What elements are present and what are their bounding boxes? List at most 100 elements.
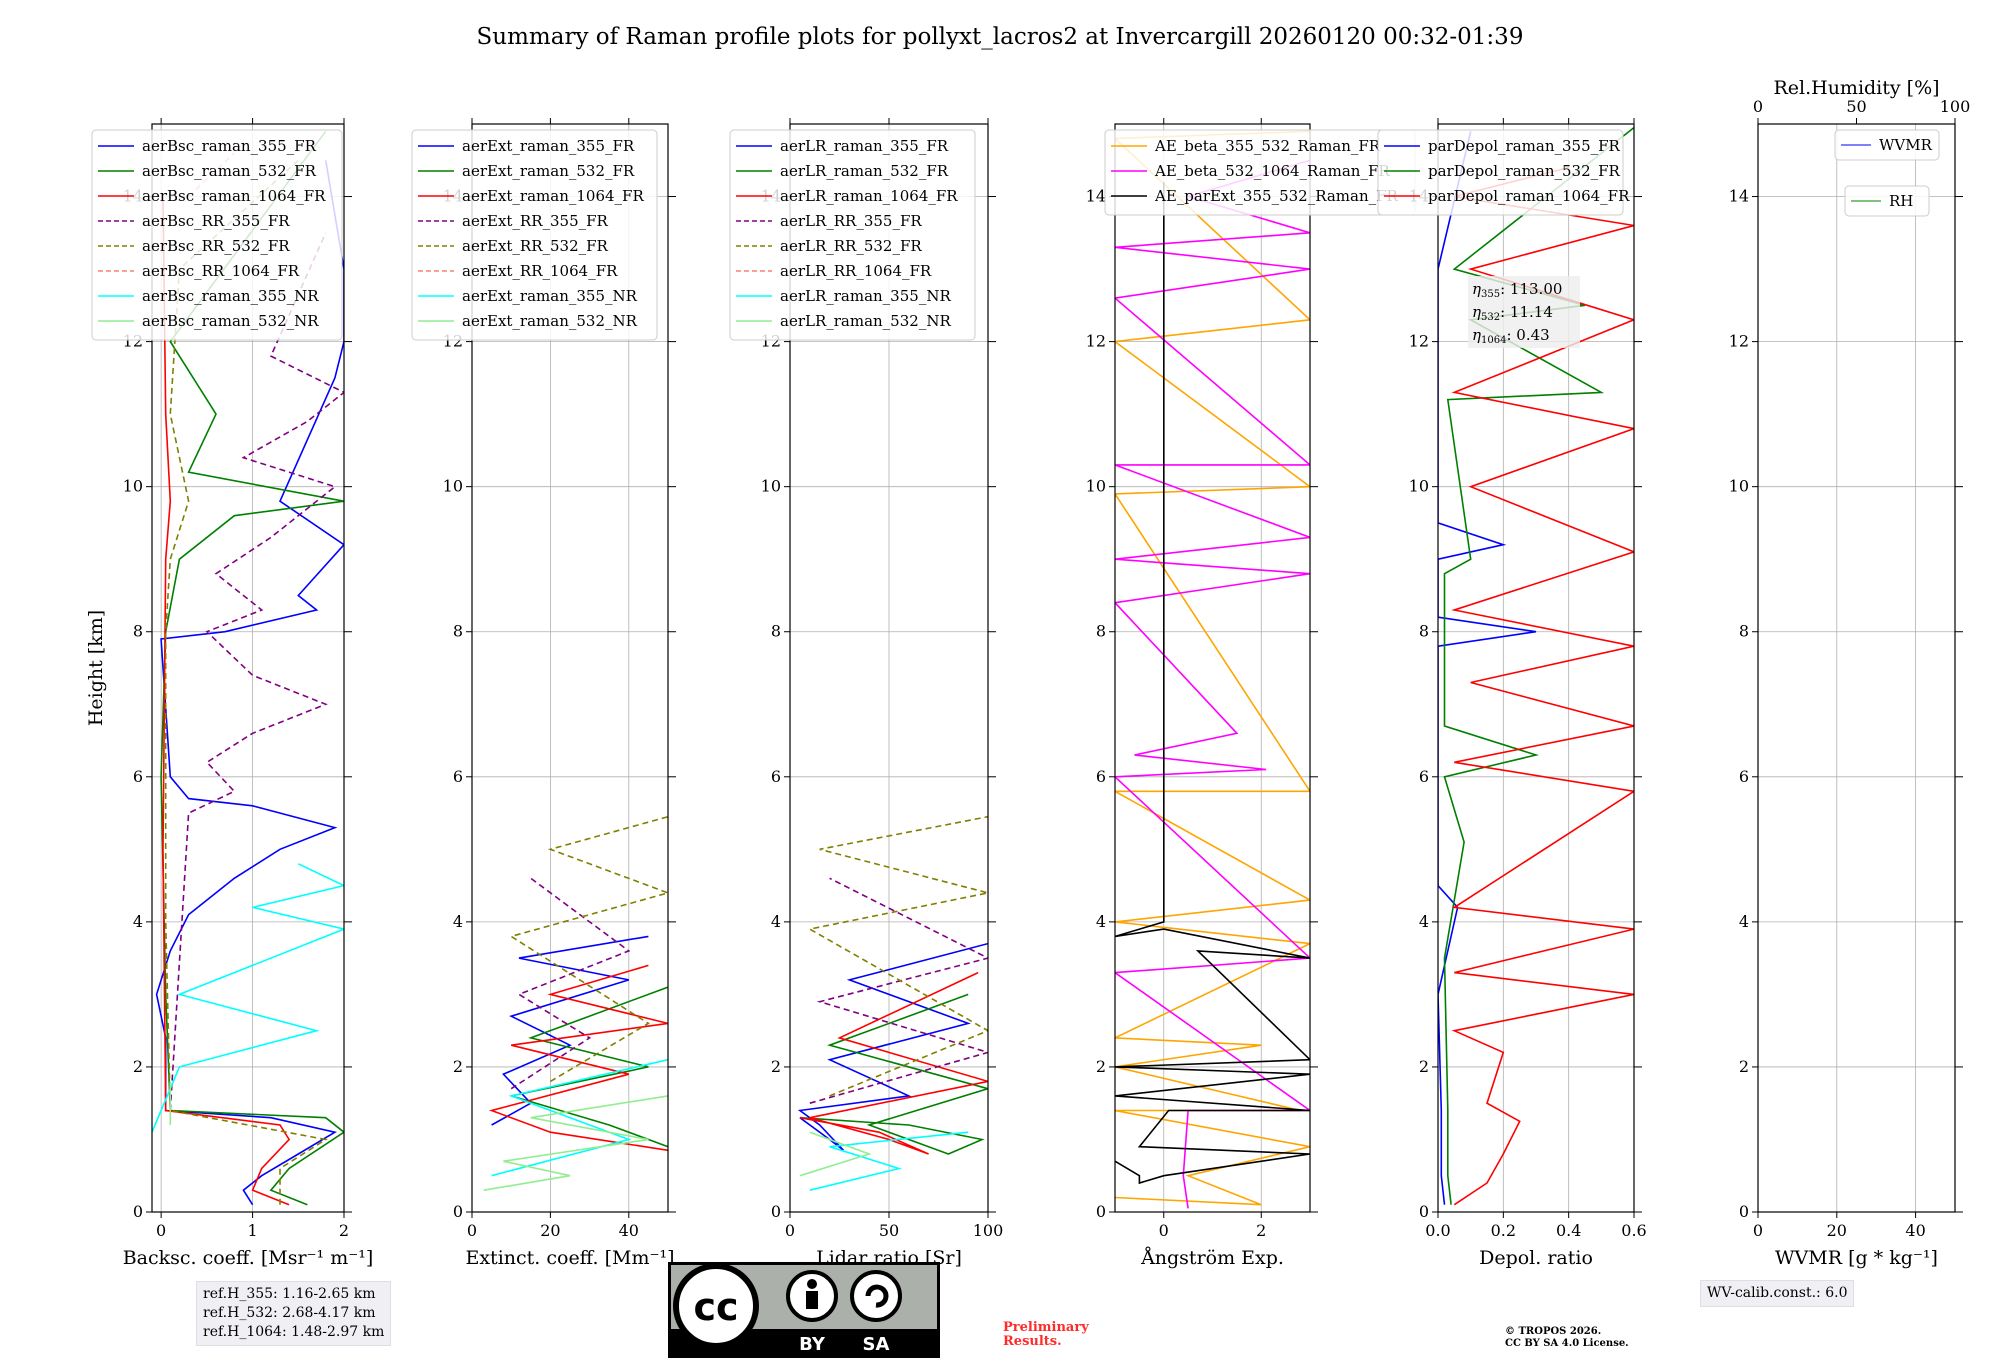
legend-frame [91,129,343,341]
x-axis-label: Ångström Exp. [1140,1247,1284,1269]
top-x-tick-label: 100 [1940,97,1971,116]
x-tick-label: 0.0 [1425,1221,1450,1240]
legend-box-WVMR: WVMR [1834,129,1940,161]
legend-label-AE_beta_532_1064_Raman_FR: AE_beta_532_1064_Raman_FR [1154,162,1390,180]
eta-symbol: η [1472,280,1481,298]
legend-box: AE_beta_355_532_Raman_FR AE_beta_532_1064… [1104,129,1416,216]
chart-panel-wv: 0 20 40 0 2 4 6 8 10 12 14 WVMR [g * kg⁻¹] 0 50 100Rel… [1729,77,1971,1269]
chart-panel-ext: 0204002468101214Extinct. coeff. [Mm⁻¹]ae… [411,118,676,1269]
chart-panels: 01202468101214Backsc. coeff. [Msr⁻¹ m⁻¹]… [85,77,1970,1269]
y-tick-label: 2 [771,1057,781,1076]
series-line-aerLR_raman_355_NR [809,1131,969,1191]
y-tick-label: 8 [453,622,463,641]
axes-frame [471,123,669,1213]
reference-height-box: ref.H_355: 1.16-2.65 km ref.H_532: 2.68-… [196,1281,392,1346]
ref-height-1064: ref.H_1064: 1.48-2.97 km [203,1324,385,1340]
legend-label-aerBsc_raman_1064_FR: aerBsc_raman_1064_FR [142,187,326,205]
y-tick-label: 2 [1739,1057,1749,1076]
legend-frame [411,129,658,341]
legend-label-aerExt_raman_1064_FR: aerExt_raman_1064_FR [462,187,644,205]
legend-label-AE_parExt_355_532_Raman_FR: AE_parExt_355_532_Raman_FR [1154,187,1399,205]
eta-symbol: η [1472,303,1481,321]
legend-box-RH: RH [1844,185,1930,217]
legend-label-aerExt_RR_1064_FR: aerExt_RR_1064_FR [462,262,618,280]
legend-label-aerBsc_RR_355_FR: aerBsc_RR_355_FR [142,212,290,230]
x-tick-label: 2 [1256,1221,1266,1240]
y-tick-label: 4 [1739,912,1749,931]
x-tick-label: 20 [540,1221,560,1240]
top-x-tick-label: 50 [1846,97,1866,116]
series-line-aerBsc_raman_1064_FR [162,196,291,1206]
axes-frame [1114,123,1311,1213]
x-axis-label: Extinct. coeff. [Mm⁻¹] [465,1247,674,1269]
series-line-AE_parExt_355_532_Raman_FR [1115,182,1310,1185]
legend-box: aerLR_raman_355_FR aerLR_raman_532_FR aerL… [729,129,976,341]
axes-frame [1437,123,1635,1213]
eta-box [1468,276,1580,348]
y-tick-label: 8 [771,622,781,641]
legend-label-aerBsc_raman_532_FR: aerBsc_raman_532_FR [142,162,317,180]
legend-label-parDepol_raman_355_FR: parDepol_raman_355_FR [1428,137,1621,155]
series-line-aerLR_raman_532_FR [799,993,988,1155]
legend-label-aerLR_RR_355_FR: aerLR_RR_355_FR [780,212,922,230]
x-tick-label: 40 [619,1221,639,1240]
y-tick-label: 2 [133,1057,143,1076]
y-tick-label: 0 [771,1202,781,1221]
preliminary-line-2: Results. [1003,1334,1062,1349]
legend-frame [1844,185,1930,217]
chart-panel-bsc: 01202468101214Backsc. coeff. [Msr⁻¹ m⁻¹]… [85,118,373,1269]
eta-subscript: 1064 [1481,335,1506,346]
eta-value-355: η355: 113.00 [1472,280,1562,300]
y-tick-label: 0 [1739,1202,1749,1221]
legend-label-parDepol_raman_1064_FR: parDepol_raman_1064_FR [1428,187,1630,205]
legend-label-aerBsc_raman_355_FR: aerBsc_raman_355_FR [142,137,317,155]
legend-frame [1377,129,1624,216]
badge-sa-label: SA [863,1334,890,1355]
y-tick-label: 4 [133,912,143,931]
chart-panel-ae: 0 2 0 2 4 6 8 10 12 14 Ångström Exp. AE_beta_355_53… [1086,118,1416,1269]
chart-panel-depol: 0.00.20.40.602468101214Depol. ratioparDe… [1377,118,1647,1269]
x-axis-label: WVMR [g * kg⁻¹] [1775,1247,1938,1269]
legend-label-aerExt_raman_355_FR: aerExt_raman_355_FR [462,137,635,155]
axes-frame [151,123,345,1213]
eta-number: : 11.14 [1500,303,1553,321]
figure-title: Summary of Raman profile plots for polly… [477,24,1524,50]
series-line-parDepol_raman_355_FR [1438,131,1537,1205]
y-tick-label: 4 [1096,912,1106,931]
eta-value-532: η532: 11.14 [1472,303,1553,323]
x-tick-label: 0.2 [1491,1221,1516,1240]
series-line-aerLR_RR_355_FR [809,877,988,1104]
copyright-note: © TROPOS 2026. CC BY SA 4.0 License. [1505,1326,1629,1350]
legend-label-aerLR_raman_532_FR: aerLR_raman_532_FR [780,162,949,180]
series-line-AE_beta_532_1064_Raman_FR [1115,159,1310,1209]
x-tick-label: 20 [1827,1221,1847,1240]
series-group [797,815,988,1191]
legend-label-aerExt_RR_355_FR: aerExt_RR_355_FR [462,212,609,230]
eta-symbol: η [1472,326,1481,344]
y-tick-label: 12 [1729,332,1749,351]
legend-label-RH: RH [1889,192,1913,210]
y-tick-label: 12 [1409,332,1429,351]
eta-value-1064: η1064: 0.43 [1472,326,1550,346]
series-line-aerLR_raman_1064_FR [799,971,988,1155]
ref-height-355: ref.H_355: 1.16-2.65 km [203,1286,376,1302]
attribution-person-body [806,1291,818,1309]
legend-label-parDepol_raman_532_FR: parDepol_raman_532_FR [1428,162,1621,180]
eta-annotation: η355: 113.00 η532: 11.14 η1064: 0.43 [1468,276,1580,348]
top-axis-label: Rel.Humidity [%] [1773,77,1939,99]
wv-calibration-box: WV-calib.const.: 6.0 [1700,1280,1855,1307]
series-line-aerExt_raman_532_FR [510,986,668,1148]
series-line-AE_beta_355_532_Raman_FR [1115,130,1310,1206]
y-tick-label: 8 [133,622,143,641]
legend-label-aerLR_RR_1064_FR: aerLR_RR_1064_FR [780,262,932,280]
y-tick-label: 6 [771,767,781,786]
series-line-aerExt_raman_355_FR [491,935,649,1126]
x-tick-label: 40 [1905,1221,1925,1240]
y-tick-label: 8 [1096,622,1106,641]
series-line-aerBsc_raman_355_NR [152,863,344,1133]
y-tick-label: 8 [1419,622,1429,641]
y-tick-label: 10 [1729,477,1749,496]
y-tick-label: 2 [453,1057,463,1076]
legend-label-aerBsc_raman_355_NR: aerBsc_raman_355_NR [142,287,319,305]
